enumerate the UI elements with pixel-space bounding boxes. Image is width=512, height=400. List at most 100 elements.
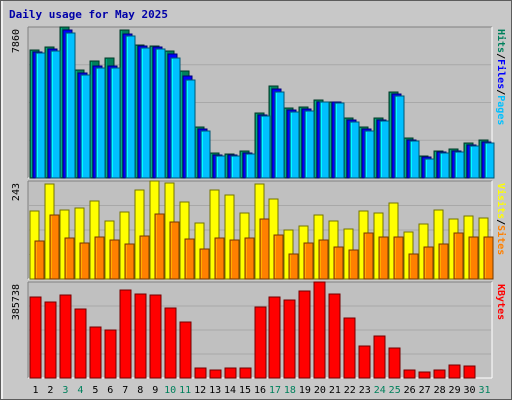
bar-kbytes-day-9 bbox=[149, 294, 162, 379]
bar-kbytes-day-4 bbox=[74, 308, 87, 379]
legend-entry-files: Files bbox=[495, 59, 507, 89]
bar-sites-day-31 bbox=[483, 236, 494, 280]
x-tick-label: 19 bbox=[299, 385, 311, 396]
bar-pages-day-19 bbox=[304, 110, 315, 179]
x-tick-label: 23 bbox=[359, 385, 371, 396]
bar-sites-day-9 bbox=[154, 213, 165, 280]
bar-kbytes-day-30 bbox=[463, 365, 476, 379]
x-tick-label: 8 bbox=[137, 385, 143, 396]
legend-entry-hits: Hits bbox=[495, 29, 507, 53]
bar-sites-day-5 bbox=[94, 236, 105, 280]
bar-kbytes-day-6 bbox=[104, 329, 117, 379]
bar-pages-day-2 bbox=[50, 50, 61, 179]
bar-kbytes-day-8 bbox=[134, 293, 147, 379]
bar-kbytes-day-10 bbox=[164, 307, 177, 379]
bar-kbytes-day-19 bbox=[298, 290, 311, 379]
bar-pages-day-27 bbox=[424, 158, 435, 179]
x-tick-label: 3 bbox=[62, 385, 68, 396]
bar-sites-day-16 bbox=[259, 218, 270, 280]
x-tick-label: 24 bbox=[374, 385, 386, 396]
bar-pages-day-23 bbox=[364, 130, 375, 179]
bar-kbytes-day-20 bbox=[313, 281, 326, 379]
x-tick-label: 2 bbox=[47, 385, 53, 396]
bar-pages-day-14 bbox=[230, 155, 241, 179]
bar-sites-day-13 bbox=[214, 237, 225, 280]
scale-label-hits-files-pages: 7860 bbox=[11, 29, 22, 53]
x-tick-label: 30 bbox=[464, 385, 476, 396]
x-tick-label: 21 bbox=[329, 385, 341, 396]
x-tick-label: 14 bbox=[224, 385, 236, 396]
bar-sites-day-28 bbox=[438, 243, 449, 280]
bar-sites-day-4 bbox=[79, 242, 90, 280]
x-tick-label: 26 bbox=[404, 385, 416, 396]
bar-kbytes-day-18 bbox=[283, 299, 296, 379]
bar-pages-day-29 bbox=[454, 151, 465, 179]
bar-kbytes-day-25 bbox=[388, 347, 401, 379]
bar-pages-day-18 bbox=[289, 111, 300, 179]
x-tick-label: 7 bbox=[122, 385, 128, 396]
bar-sites-day-11 bbox=[184, 238, 195, 280]
scale-label-kbytes: 385738 bbox=[11, 284, 22, 320]
legend-entry-sites: Sites bbox=[495, 225, 507, 255]
bar-sites-day-24 bbox=[378, 236, 389, 280]
bar-kbytes-day-5 bbox=[89, 326, 102, 379]
bar-pages-day-11 bbox=[185, 79, 196, 179]
bar-pages-day-15 bbox=[245, 153, 256, 179]
bar-kbytes-day-3 bbox=[59, 294, 72, 379]
bar-kbytes-day-7 bbox=[119, 289, 132, 379]
bar-sites-day-30 bbox=[468, 236, 479, 280]
bar-kbytes-day-21 bbox=[328, 293, 341, 379]
legend-hits-files-pages: Hits/Files/Pages bbox=[495, 29, 507, 125]
bar-kbytes-day-29 bbox=[448, 364, 461, 379]
bar-pages-day-28 bbox=[439, 152, 450, 179]
bar-pages-day-31 bbox=[484, 142, 495, 179]
bar-pages-day-20 bbox=[319, 101, 330, 179]
bar-sites-day-21 bbox=[333, 246, 344, 280]
bar-pages-day-9 bbox=[155, 48, 166, 179]
bar-kbytes-day-1 bbox=[29, 296, 42, 379]
bar-kbytes-day-2 bbox=[44, 301, 57, 379]
bar-pages-day-12 bbox=[200, 130, 211, 179]
bar-pages-day-4 bbox=[80, 74, 91, 179]
bar-sites-day-7 bbox=[124, 243, 135, 280]
x-tick-label: 18 bbox=[284, 385, 296, 396]
bar-pages-day-22 bbox=[349, 121, 360, 179]
bar-kbytes-day-22 bbox=[343, 317, 356, 379]
legend-entry-visits: Visits bbox=[495, 183, 507, 219]
bar-kbytes-day-27 bbox=[418, 371, 431, 379]
bar-sites-day-29 bbox=[453, 232, 464, 280]
x-tick-label: 15 bbox=[239, 385, 251, 396]
bar-sites-day-23 bbox=[363, 232, 374, 280]
x-tick-label: 29 bbox=[449, 385, 461, 396]
x-tick-label: 9 bbox=[152, 385, 158, 396]
bar-pages-day-1 bbox=[35, 52, 46, 179]
x-tick-label: 6 bbox=[107, 385, 113, 396]
scale-label-visits-sites: 243 bbox=[11, 183, 22, 201]
legend-kbytes: KBytes bbox=[495, 284, 506, 320]
bar-pages-day-3 bbox=[65, 32, 76, 179]
bar-pages-day-17 bbox=[274, 91, 285, 179]
bar-pages-day-21 bbox=[334, 102, 345, 179]
bar-pages-day-16 bbox=[260, 115, 271, 179]
bar-sites-day-26 bbox=[408, 253, 419, 280]
x-tick-label: 17 bbox=[269, 385, 281, 396]
x-tick-label: 1 bbox=[32, 385, 38, 396]
bar-sites-day-12 bbox=[199, 248, 210, 280]
x-tick-label: 4 bbox=[77, 385, 83, 396]
bar-pages-day-13 bbox=[215, 155, 226, 179]
bar-kbytes-day-12 bbox=[194, 367, 207, 379]
bar-sites-day-8 bbox=[139, 235, 150, 280]
legend-entry-pages: Pages bbox=[495, 95, 506, 125]
bar-kbytes-day-11 bbox=[179, 321, 192, 379]
bar-pages-day-26 bbox=[409, 140, 420, 179]
bar-pages-day-8 bbox=[140, 47, 151, 179]
bar-kbytes-day-26 bbox=[403, 369, 416, 379]
x-tick-label: 28 bbox=[434, 385, 446, 396]
bar-sites-day-15 bbox=[244, 237, 255, 280]
bar-kbytes-day-14 bbox=[224, 367, 237, 379]
chart-title: Daily usage for May 2025 bbox=[9, 8, 168, 21]
bar-sites-day-18 bbox=[288, 253, 299, 280]
bar-sites-day-2 bbox=[49, 214, 60, 280]
x-tick-label: 25 bbox=[389, 385, 401, 396]
